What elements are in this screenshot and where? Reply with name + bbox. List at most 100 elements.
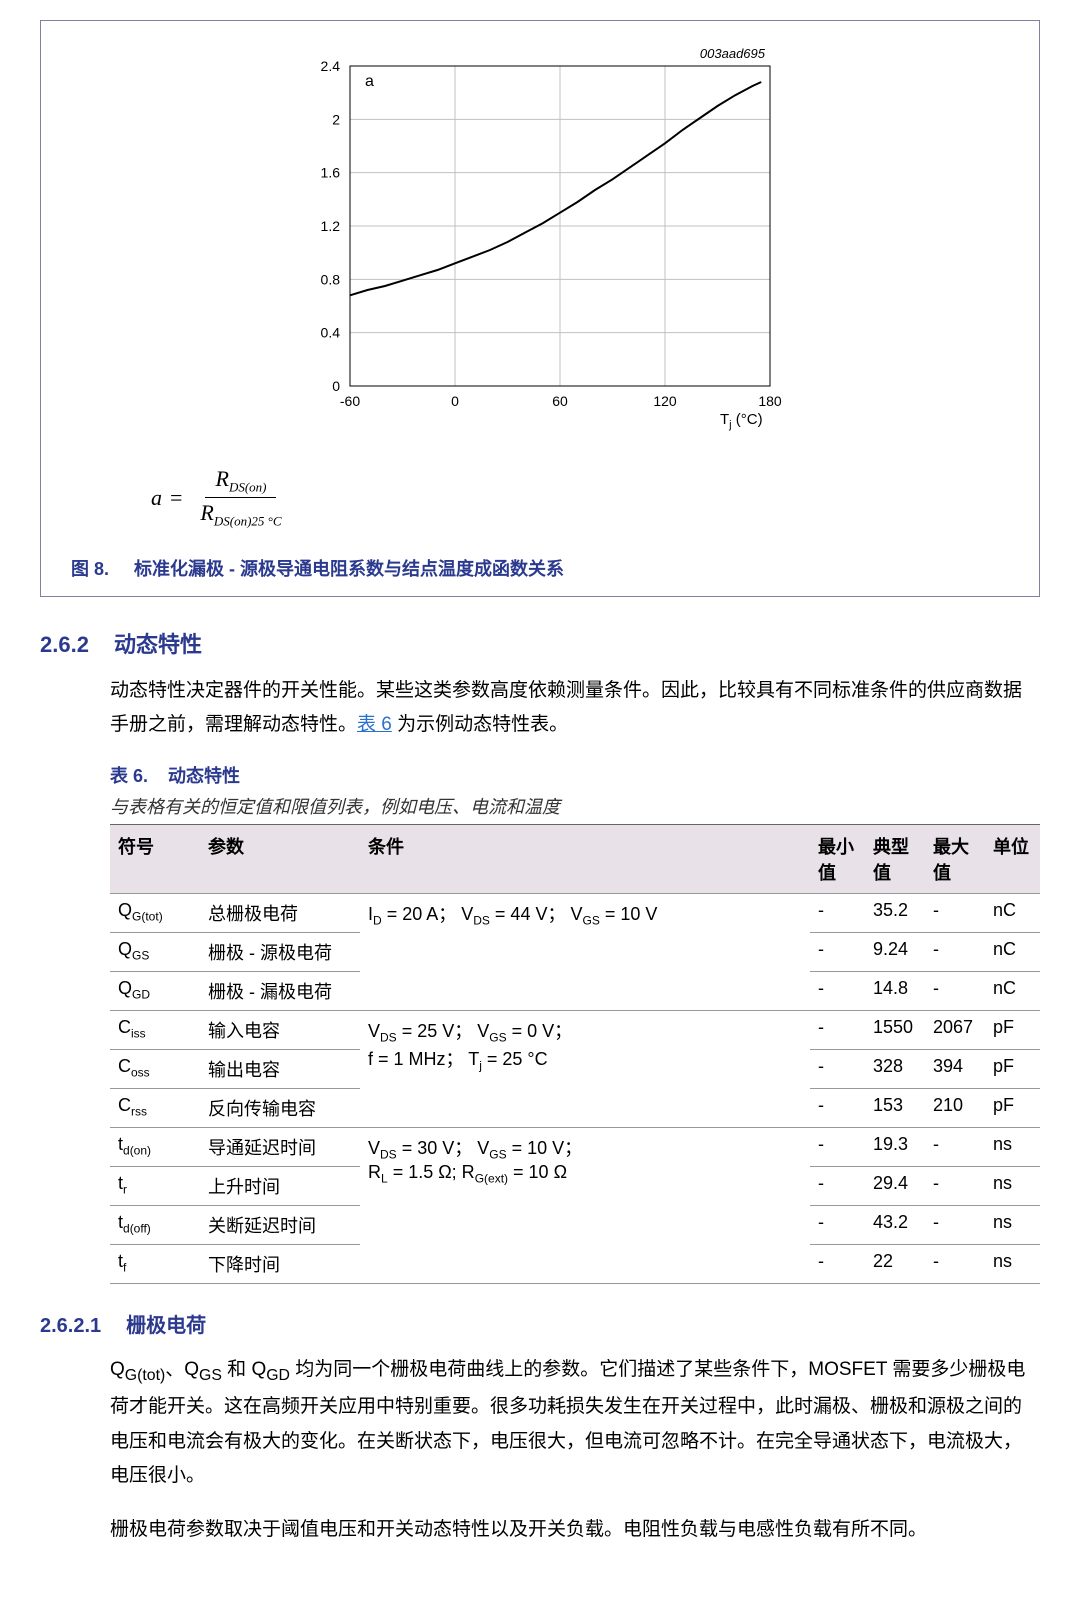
cell-max: -	[925, 894, 985, 933]
cell-min: -	[810, 1089, 865, 1128]
svg-text:003aad695: 003aad695	[700, 46, 766, 61]
cell-param: 关断延迟时间	[200, 1206, 360, 1245]
table-6-caption: 表 6. 动态特性	[110, 762, 1040, 788]
line-chart: -6006012018000.40.81.21.622.4aTj (°C)003…	[280, 41, 800, 441]
cell-param: 输入电容	[200, 1011, 360, 1050]
table-row: td(on)导通延迟时间VDS = 30 V； VGS = 10 V；RL = …	[110, 1128, 1040, 1167]
cell-max: 394	[925, 1050, 985, 1089]
table-6-note: 与表格有关的恒定值和限值列表，例如电压、电流和温度	[110, 793, 1040, 825]
section-2621-paragraph-2: 栅极电荷参数取决于阈值电压和开关动态特性以及开关负载。电阻性负载与电感性负载有所…	[110, 1513, 1040, 1547]
cell-unit: ns	[985, 1167, 1040, 1206]
cell-typ: 153	[865, 1089, 925, 1128]
cell-typ: 328	[865, 1050, 925, 1089]
table-title: 动态特性	[168, 766, 240, 786]
svg-text:0.8: 0.8	[321, 271, 341, 287]
cell-symbol: Crss	[110, 1089, 200, 1128]
cell-unit: ns	[985, 1128, 1040, 1167]
cell-unit: pF	[985, 1050, 1040, 1089]
cell-typ: 1550	[865, 1011, 925, 1050]
cell-min: -	[810, 1167, 865, 1206]
cell-param: 下降时间	[200, 1245, 360, 1284]
cell-unit: ns	[985, 1245, 1040, 1284]
cell-max: -	[925, 1245, 985, 1284]
figure-caption: 图 8. 标准化漏极 - 源极导通电阻系数与结点温度成函数关系	[71, 545, 1009, 581]
th-unit: 单位	[985, 825, 1040, 894]
cell-max: -	[925, 1206, 985, 1245]
subsection-num: 2.6.2.1	[40, 1315, 101, 1337]
table-number: 表 6.	[110, 766, 148, 786]
table-row: Ciss输入电容VDS = 25 V； VGS = 0 V；f = 1 MHz；…	[110, 1011, 1040, 1050]
svg-text:Tj (°C): Tj (°C)	[720, 411, 763, 431]
subsection-title: 栅极电荷	[126, 1315, 206, 1337]
th-cond: 条件	[360, 825, 810, 894]
section-262-paragraph: 动态特性决定器件的开关性能。某些这类参数高度依赖测量条件。因此，比较具有不同标准…	[110, 674, 1040, 742]
table-6-link[interactable]: 表 6	[357, 714, 392, 735]
th-symbol: 符号	[110, 825, 200, 894]
svg-text:1.6: 1.6	[321, 165, 341, 181]
formula-denominator: RDS(on)25 °C	[200, 498, 281, 529]
cell-condition: ID = 20 A； VDS = 44 V； VGS = 10 V	[360, 894, 810, 1011]
cell-min: -	[810, 933, 865, 972]
cell-typ: 35.2	[865, 894, 925, 933]
svg-text:0: 0	[332, 378, 340, 394]
cell-max: -	[925, 1167, 985, 1206]
cell-param: 栅极 - 源极电荷	[200, 933, 360, 972]
cell-condition: VDS = 25 V； VGS = 0 V；f = 1 MHz； Tj = 25…	[360, 1011, 810, 1128]
cell-unit: nC	[985, 894, 1040, 933]
th-max: 最大值	[925, 825, 985, 894]
section-title: 动态特性	[114, 632, 202, 657]
section-2621-heading: 2.6.2.1 栅极电荷	[40, 1309, 1040, 1338]
cell-typ: 9.24	[865, 933, 925, 972]
cell-param: 输出电容	[200, 1050, 360, 1089]
cell-symbol: QG(tot)	[110, 894, 200, 933]
cell-symbol: tf	[110, 1245, 200, 1284]
cell-param: 总栅极电荷	[200, 894, 360, 933]
formula: a = RDS(on) RDS(on)25 °C	[151, 466, 1009, 530]
cell-max: -	[925, 1128, 985, 1167]
figure-title: 标准化漏极 - 源极导通电阻系数与结点温度成函数关系	[134, 559, 564, 579]
cell-typ: 19.3	[865, 1128, 925, 1167]
formula-lhs: a	[151, 485, 162, 511]
th-param: 参数	[200, 825, 360, 894]
cell-param: 反向传输电容	[200, 1089, 360, 1128]
cell-unit: nC	[985, 972, 1040, 1011]
cell-unit: ns	[985, 1206, 1040, 1245]
cell-symbol: Ciss	[110, 1011, 200, 1050]
th-min: 最小值	[810, 825, 865, 894]
cell-symbol: Coss	[110, 1050, 200, 1089]
cell-min: -	[810, 1050, 865, 1089]
svg-text:180: 180	[758, 393, 782, 409]
cell-min: -	[810, 894, 865, 933]
formula-numerator: RDS(on)	[205, 466, 276, 498]
cell-min: -	[810, 1245, 865, 1284]
cell-min: -	[810, 1011, 865, 1050]
cell-param: 上升时间	[200, 1167, 360, 1206]
cell-param: 导通延迟时间	[200, 1128, 360, 1167]
cell-symbol: td(off)	[110, 1206, 200, 1245]
table-header-row: 符号 参数 条件 最小值 典型值 最大值 单位	[110, 825, 1040, 894]
figure-number: 图 8.	[71, 559, 109, 579]
cell-symbol: QGD	[110, 972, 200, 1011]
cell-symbol: td(on)	[110, 1128, 200, 1167]
cell-max: 210	[925, 1089, 985, 1128]
cell-typ: 22	[865, 1245, 925, 1284]
cell-param: 栅极 - 漏极电荷	[200, 972, 360, 1011]
svg-text:0: 0	[451, 393, 459, 409]
table-row: QG(tot)总栅极电荷ID = 20 A； VDS = 44 V； VGS =…	[110, 894, 1040, 933]
formula-fraction: RDS(on) RDS(on)25 °C	[200, 466, 281, 530]
svg-text:1.2: 1.2	[321, 218, 341, 234]
th-typ: 典型值	[865, 825, 925, 894]
cell-typ: 29.4	[865, 1167, 925, 1206]
svg-text:60: 60	[552, 393, 568, 409]
dynamic-characteristics-table: 符号 参数 条件 最小值 典型值 最大值 单位 QG(tot)总栅极电荷ID =…	[110, 825, 1040, 1284]
section-num: 2.6.2	[40, 632, 89, 657]
svg-text:2.4: 2.4	[321, 58, 341, 74]
svg-text:2: 2	[332, 111, 340, 127]
cell-unit: nC	[985, 933, 1040, 972]
cell-max: -	[925, 933, 985, 972]
cell-symbol: tr	[110, 1167, 200, 1206]
section-2621-paragraph-1: QG(tot)、QGS 和 QGD 均为同一个栅极电荷曲线上的参数。它们描述了某…	[110, 1353, 1040, 1493]
formula-eq: =	[170, 485, 182, 511]
cell-max: 2067	[925, 1011, 985, 1050]
svg-text:a: a	[365, 73, 374, 90]
